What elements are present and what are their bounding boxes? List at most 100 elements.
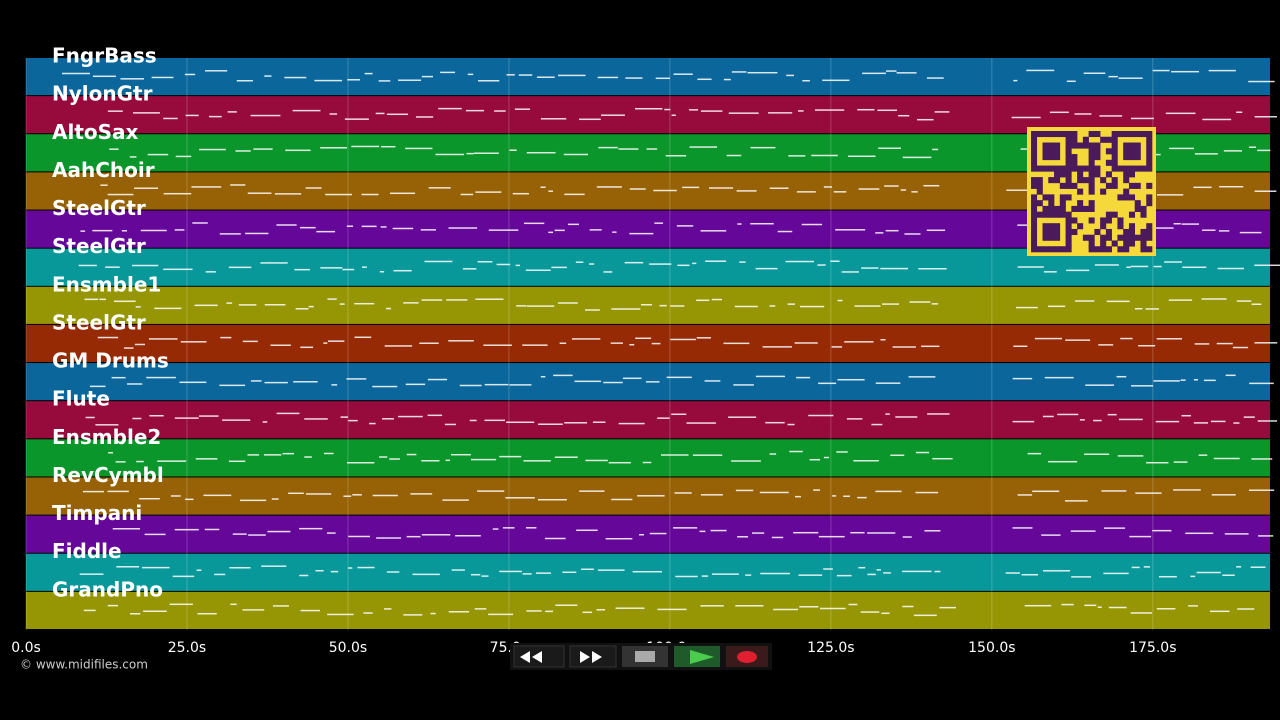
note	[144, 533, 166, 536]
record-button[interactable]	[726, 646, 768, 667]
note	[1153, 380, 1180, 382]
note	[551, 266, 567, 269]
note	[848, 603, 858, 606]
qr-module	[1031, 211, 1038, 218]
note	[1194, 153, 1218, 155]
note	[835, 229, 866, 231]
note	[170, 495, 181, 497]
qr-module	[1036, 131, 1043, 138]
forward-button[interactable]	[569, 645, 617, 668]
note	[348, 567, 353, 569]
note	[203, 494, 232, 497]
note	[1117, 455, 1144, 457]
note	[931, 303, 939, 305]
qr-module	[1088, 205, 1095, 212]
qr-module	[1031, 131, 1038, 138]
note	[1084, 604, 1097, 607]
note	[347, 462, 375, 464]
note	[558, 74, 586, 77]
note	[1153, 265, 1162, 268]
note	[427, 414, 443, 417]
note	[174, 229, 185, 231]
note	[473, 152, 499, 154]
note	[451, 569, 465, 571]
qr-module	[1077, 165, 1084, 172]
note	[361, 193, 379, 196]
qr-module	[1059, 131, 1066, 138]
track-name: FngrBass	[52, 44, 157, 68]
note	[559, 342, 567, 345]
qr-code	[1027, 127, 1156, 256]
note	[846, 418, 863, 420]
qr-module	[1065, 211, 1072, 218]
note	[522, 344, 548, 346]
note	[496, 263, 511, 266]
note	[610, 342, 623, 344]
note	[132, 417, 142, 420]
note	[1131, 117, 1154, 120]
note	[837, 378, 865, 381]
note	[927, 413, 950, 415]
qr-module	[1071, 205, 1078, 212]
note	[915, 491, 939, 494]
note	[908, 376, 936, 378]
rewind-button[interactable]	[513, 645, 565, 668]
note	[538, 423, 563, 425]
qr-module	[1054, 148, 1061, 155]
track-name: GM Drums	[52, 349, 169, 373]
note	[526, 151, 556, 154]
qr-module	[1054, 211, 1061, 218]
note	[389, 192, 416, 195]
note	[548, 231, 554, 234]
note	[1118, 418, 1143, 421]
note	[270, 344, 291, 346]
note	[295, 308, 309, 310]
qr-module	[1123, 171, 1130, 178]
note	[1188, 605, 1198, 607]
note	[323, 342, 328, 344]
note	[661, 454, 689, 456]
note	[142, 566, 170, 569]
note	[645, 381, 660, 383]
qr-module	[1054, 223, 1061, 230]
qr-module	[1100, 240, 1107, 247]
note	[833, 191, 847, 193]
note	[1213, 457, 1240, 460]
note	[1210, 420, 1226, 423]
qr-module	[1048, 223, 1055, 230]
note	[699, 530, 706, 533]
note	[381, 145, 396, 148]
note	[1049, 111, 1069, 114]
note	[1173, 461, 1188, 463]
note	[900, 189, 907, 191]
stop-button[interactable]	[622, 646, 668, 667]
qr-module	[1117, 217, 1124, 224]
note	[657, 417, 670, 419]
note	[357, 566, 375, 569]
track-row	[26, 515, 1270, 553]
note	[1254, 342, 1278, 344]
qr-module	[1128, 240, 1136, 247]
qr-module	[1048, 200, 1055, 207]
note	[755, 375, 785, 378]
qr-module	[1088, 142, 1095, 149]
qr-module	[1105, 171, 1112, 178]
note	[1190, 575, 1196, 578]
note	[832, 495, 837, 497]
note	[700, 494, 723, 496]
note	[793, 531, 819, 534]
play-button[interactable]	[674, 646, 720, 667]
track-name: Flute	[52, 387, 110, 411]
note	[245, 232, 269, 235]
note	[331, 384, 338, 386]
qr-module	[1031, 136, 1038, 143]
qr-module	[1088, 159, 1095, 166]
note	[861, 267, 879, 269]
qr-module	[1123, 154, 1130, 161]
note	[598, 146, 618, 149]
qr-module	[1036, 182, 1043, 189]
note	[1026, 69, 1055, 72]
note	[1156, 338, 1183, 340]
note	[1103, 527, 1126, 529]
note	[346, 225, 354, 227]
